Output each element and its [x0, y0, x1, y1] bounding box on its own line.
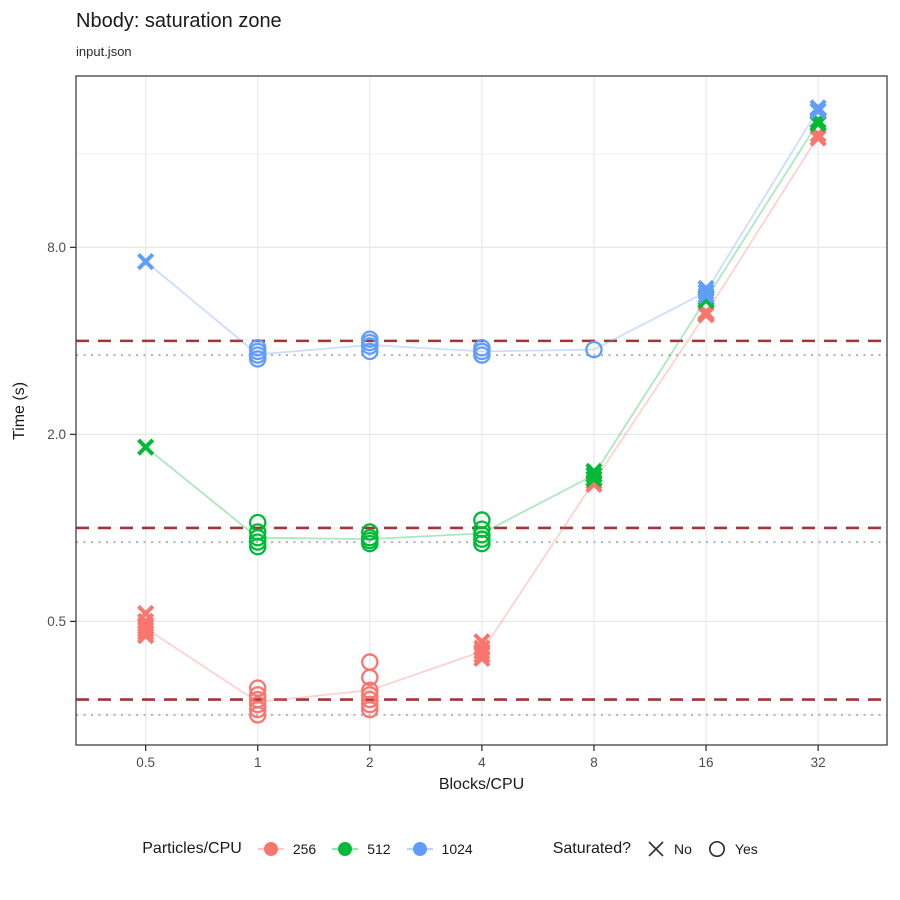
marker-circle-1024: [248, 350, 267, 368]
marker-circle-512: [473, 530, 491, 548]
marker-circle-512: [248, 528, 267, 547]
marker-x-512: [809, 115, 827, 133]
marker-x-1024: [809, 99, 827, 117]
x-tick-label: 0.5: [136, 755, 155, 770]
marker-x-512: [585, 466, 603, 484]
marker-circle-256: [361, 668, 379, 687]
x-tick-label: 8: [590, 755, 598, 770]
x-marker-key-icon: [648, 841, 664, 857]
marker-circle-256: [361, 690, 379, 709]
marker-circle-1024: [361, 337, 379, 355]
marker-x-1024: [697, 286, 715, 305]
x-tick-label: 16: [699, 755, 714, 770]
marker-x-1024: [697, 283, 715, 301]
marker-circle-1024: [585, 340, 603, 359]
marker-x-256: [137, 624, 155, 642]
circle-marker-key-icon: [708, 840, 725, 858]
legend-item-1024: 1024: [405, 839, 473, 859]
marker-circle-1024: [361, 342, 379, 361]
marker-circle-256: [248, 679, 267, 697]
x-tick-label: 2: [366, 755, 374, 770]
series-512-key-icon: [332, 842, 359, 856]
y-tick-label: 0.5: [47, 614, 66, 629]
legend-label-no: No: [673, 841, 692, 857]
legend-label-1024: 1024: [441, 841, 473, 857]
legend-label-256: 256: [292, 841, 317, 857]
series-1024-key-icon: [406, 842, 433, 856]
marker-x-256: [473, 649, 491, 668]
marker-circle-256: [248, 700, 267, 719]
chart-subtitle: input.json: [76, 44, 132, 59]
series-256-key-icon: [257, 842, 284, 856]
marker-circle-512: [248, 537, 267, 556]
key-dot: [412, 842, 427, 856]
x-tick-label: 32: [811, 755, 826, 770]
marker-x-256: [809, 129, 827, 147]
marker-x-256: [137, 621, 155, 639]
y-tick-label: 8.0: [47, 240, 66, 255]
key-dot: [263, 842, 278, 856]
y-tick-label: 2.0: [47, 427, 66, 442]
marker-x-256: [137, 626, 155, 645]
marker-x-256: [697, 306, 715, 324]
marker-x-1024: [137, 252, 155, 271]
marker-circle-1024: [473, 346, 491, 364]
marker-circle-256: [361, 700, 379, 719]
x-tick-label: 1: [254, 755, 262, 770]
shape-legend-title: Saturated?: [552, 840, 631, 857]
chart-title: Nbody: saturation zone: [76, 10, 282, 32]
marker-circle-256: [248, 706, 267, 724]
legend-bar: Particles/CPU 256 512 1024 Saturated?: [0, 838, 900, 860]
color-legend-title: Particles/CPU: [142, 840, 242, 857]
marker-circle-512: [361, 534, 379, 553]
marker-x-512: [585, 470, 603, 488]
marker-circle-512: [473, 534, 491, 553]
y-axis-title: Time (s): [11, 381, 28, 441]
x-tick-label: 4: [478, 755, 486, 770]
marker-circle-512: [248, 533, 267, 551]
plot-panel: 0.5 1 2 4 8 16 32 8.0 2.0 0.5: [47, 75, 888, 770]
key-dot: [338, 842, 353, 856]
marker-circle-256: [248, 695, 267, 714]
marker-x-512: [137, 438, 155, 456]
legend-label-512: 512: [367, 841, 391, 857]
legend-item-256: 256: [256, 839, 316, 859]
legend-item-no: No: [645, 838, 692, 860]
x-axis-title: Blocks/CPU: [438, 776, 525, 793]
marker-x-1024: [809, 102, 827, 120]
legend-label-yes: Yes: [734, 841, 758, 857]
legend-item-512: 512: [330, 839, 391, 859]
marker-circle-512: [361, 523, 379, 541]
marker-circle-256: [361, 695, 379, 714]
marker-x-256: [473, 646, 491, 664]
legend-item-yes: Yes: [706, 838, 758, 860]
circle-glyph: [708, 840, 725, 858]
x-glyph: [648, 841, 664, 857]
